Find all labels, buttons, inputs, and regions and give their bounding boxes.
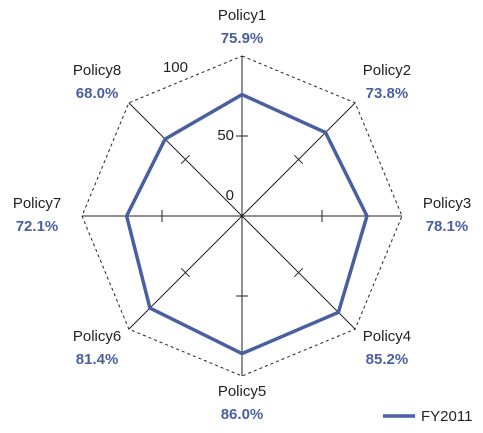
- category-label: Policy6: [73, 328, 121, 345]
- r-tick-label: 100: [163, 59, 188, 76]
- category-label: Policy4: [363, 328, 411, 345]
- legend-label: FY2011: [421, 408, 472, 425]
- r-tick-label: 0: [226, 187, 234, 204]
- value-label: 68.0%: [76, 85, 119, 102]
- tick-mark: [180, 154, 191, 165]
- category-label: Policy5: [218, 383, 266, 400]
- value-label: 72.1%: [16, 218, 59, 235]
- value-label: 85.2%: [366, 351, 409, 368]
- tick-mark: [293, 154, 304, 165]
- tick-mark: [293, 267, 304, 278]
- tick-mark: [180, 267, 191, 278]
- category-label: Policy3: [423, 195, 471, 212]
- value-label: 78.1%: [426, 218, 469, 235]
- category-label: Policy2: [363, 62, 411, 79]
- category-label: Policy1: [218, 7, 266, 24]
- category-label: Policy8: [73, 62, 121, 79]
- r-tick-label: 50: [217, 127, 234, 144]
- series-line: [124, 92, 369, 356]
- value-label: 75.9%: [221, 30, 264, 47]
- value-label: 73.8%: [366, 85, 409, 102]
- value-label: 86.0%: [221, 406, 264, 423]
- outer-ring: [81, 55, 403, 377]
- category-label: Policy7: [13, 195, 61, 212]
- value-label: 81.4%: [76, 351, 119, 368]
